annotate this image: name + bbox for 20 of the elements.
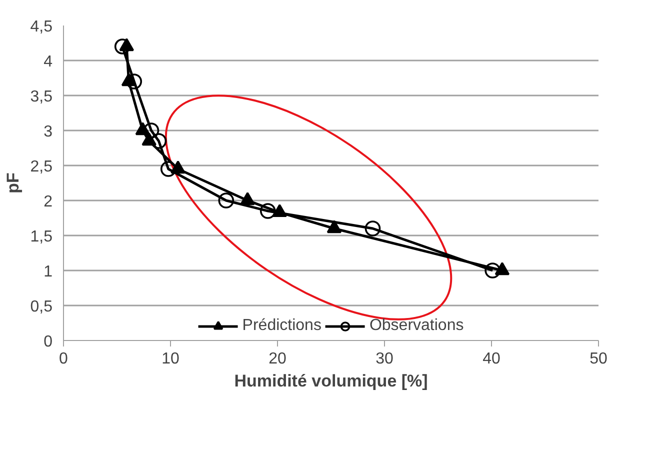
y-tick-label: 0	[44, 334, 53, 350]
x-tick-label: 30	[376, 350, 394, 368]
x-tick-label: 10	[162, 350, 180, 368]
y-tick-label: 3	[44, 124, 53, 140]
y-tick-label: 3,5	[30, 88, 53, 106]
legend-label: Observations	[369, 316, 464, 336]
y-tick-label: 2,5	[30, 158, 53, 176]
y-tick-label: 4,5	[30, 18, 53, 36]
legend-label: Prédictions	[242, 316, 322, 336]
y-tick-label: 1	[44, 264, 53, 280]
x-tick-label: 40	[482, 350, 500, 368]
y-tick-label: 0,5	[30, 298, 53, 316]
y-axis-title: pF	[3, 172, 22, 194]
x-tick-label: 0	[59, 350, 68, 368]
y-tick-label: 4	[44, 54, 53, 70]
y-tick-label: 1,5	[30, 228, 53, 246]
x-axis-title: Humidité volumique [%]	[234, 372, 428, 390]
x-tick-label: 50	[590, 350, 608, 368]
x-tick-label: 20	[268, 350, 286, 368]
y-tick-label: 2	[44, 194, 53, 210]
